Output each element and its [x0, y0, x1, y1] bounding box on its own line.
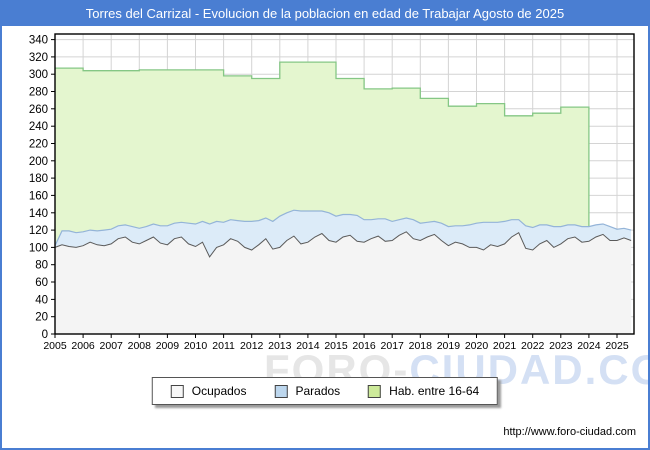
svg-text:40: 40 — [35, 294, 48, 306]
svg-text:2018: 2018 — [409, 340, 433, 352]
svg-text:2020: 2020 — [465, 340, 489, 352]
svg-text:2011: 2011 — [212, 340, 235, 352]
svg-text:260: 260 — [29, 104, 48, 116]
svg-text:2007: 2007 — [100, 340, 124, 352]
legend-item-parados: Parados — [274, 384, 340, 398]
chart-title: Torres del Carrizal - Evolucion de la po… — [2, 2, 648, 26]
svg-text:2010: 2010 — [184, 340, 208, 352]
website-url-link[interactable]: http://www.foro-ciudad.com — [503, 426, 636, 438]
svg-text:80: 80 — [35, 260, 48, 272]
chart-area: FORO-CIUDAD.COM 020406080100120140160180… — [2, 26, 648, 448]
svg-text:2015: 2015 — [324, 340, 348, 352]
svg-text:300: 300 — [29, 69, 48, 81]
svg-text:2019: 2019 — [437, 340, 461, 352]
legend-label-parados: Parados — [295, 384, 341, 398]
svg-text:0: 0 — [42, 329, 48, 341]
svg-text:2012: 2012 — [240, 340, 264, 352]
ocupados-swatch-icon — [170, 384, 184, 398]
svg-text:240: 240 — [29, 121, 48, 133]
legend-item-hab-16-64: Hab. entre 16-64 — [368, 384, 479, 398]
svg-text:2025: 2025 — [605, 340, 629, 352]
svg-text:340: 340 — [29, 35, 48, 47]
svg-text:2021: 2021 — [493, 340, 517, 352]
svg-text:20: 20 — [35, 312, 48, 324]
legend-label-ocupados: Ocupados — [191, 384, 247, 398]
svg-text:200: 200 — [29, 156, 48, 168]
svg-text:2024: 2024 — [577, 340, 601, 352]
chart-legend: Ocupados Parados Hab. entre 16-64 — [151, 377, 499, 405]
svg-text:2009: 2009 — [156, 340, 180, 352]
parados-swatch-icon — [274, 384, 288, 398]
svg-text:2017: 2017 — [381, 340, 405, 352]
legend-label-hab-16-64: Hab. entre 16-64 — [389, 384, 480, 398]
svg-text:320: 320 — [29, 52, 48, 64]
svg-text:220: 220 — [29, 139, 48, 151]
svg-text:2006: 2006 — [71, 340, 95, 352]
svg-text:2013: 2013 — [268, 340, 292, 352]
svg-text:2014: 2014 — [296, 340, 320, 352]
svg-text:2022: 2022 — [521, 340, 545, 352]
svg-text:140: 140 — [29, 208, 48, 220]
population-chart-svg: 0 20 40 60 80 100 120 140 160 180 200 220 240 260 280 3… — [29, 33, 635, 352]
svg-text:2005: 2005 — [43, 340, 67, 352]
svg-text:280: 280 — [29, 87, 48, 99]
svg-text:120: 120 — [29, 225, 48, 237]
svg-text:60: 60 — [35, 277, 48, 289]
svg-text:2016: 2016 — [352, 340, 376, 352]
svg-text:2008: 2008 — [128, 340, 152, 352]
svg-text:180: 180 — [29, 173, 48, 185]
hab-16-64-swatch-icon — [368, 384, 382, 398]
svg-text:2023: 2023 — [549, 340, 573, 352]
legend-item-ocupados: Ocupados — [170, 384, 247, 398]
svg-text:160: 160 — [29, 190, 48, 202]
svg-text:100: 100 — [29, 242, 48, 254]
